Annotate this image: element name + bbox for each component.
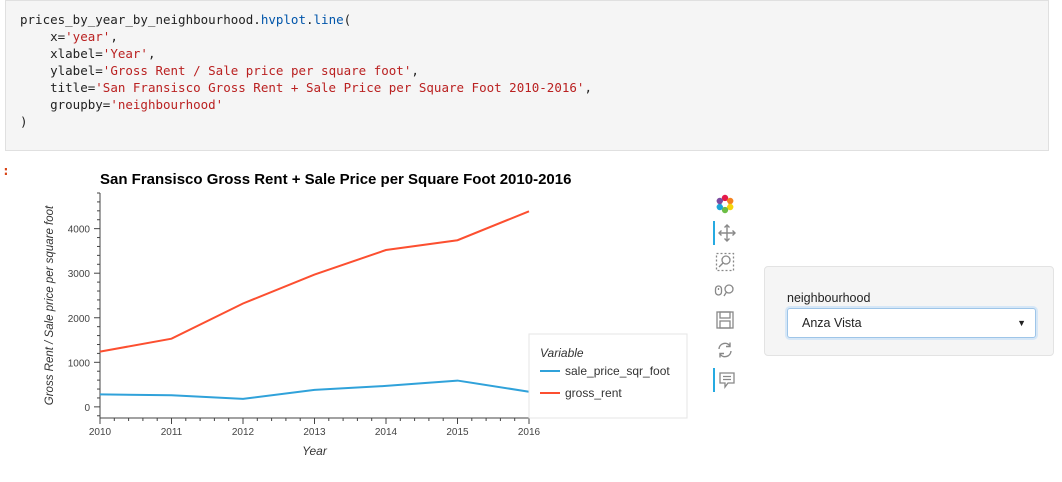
neighbourhood-label: neighbourhood bbox=[787, 291, 871, 305]
hover-icon[interactable] bbox=[713, 368, 739, 392]
x-tick-label: 2011 bbox=[161, 427, 183, 438]
x-tick-label: 2013 bbox=[303, 427, 326, 438]
chevron-down-icon: ▼ bbox=[1017, 318, 1026, 328]
code-cell[interactable]: prices_by_year_by_neighbourhood.hvplot.l… bbox=[5, 0, 1049, 151]
widget-panel: neighbourhood Anza Vista ▼ bbox=[764, 266, 1054, 356]
series-line-gross_rent bbox=[99, 210, 530, 353]
chart-title: San Fransisco Gross Rent + Sale Price pe… bbox=[100, 171, 571, 188]
x-tick-label: 2010 bbox=[89, 427, 112, 438]
code-line: ylabel='Gross Rent / Sale price per squa… bbox=[20, 63, 419, 78]
legend-item-label[interactable]: sale_price_sqr_foot bbox=[565, 364, 670, 378]
y-axis-label: Gross Rent / Sale price per square foot bbox=[44, 205, 56, 405]
selected-neighbourhood: Anza Vista bbox=[802, 316, 862, 330]
y-tick-label: 2000 bbox=[68, 314, 91, 325]
code-line: xlabel='Year', bbox=[20, 46, 156, 61]
x-axis-label: Year bbox=[302, 444, 328, 458]
y-tick-label: 3000 bbox=[68, 269, 91, 280]
x-tick-label: 2012 bbox=[232, 427, 255, 438]
line-chart[interactable]: San Fransisco Gross Rent + Sale Price pe… bbox=[0, 160, 700, 470]
x-tick-label: 2016 bbox=[518, 427, 541, 438]
code-editor[interactable]: prices_by_year_by_neighbourhood.hvplot.l… bbox=[6, 1, 1048, 130]
legend-title: Variable bbox=[540, 346, 584, 360]
pan-icon[interactable] bbox=[713, 221, 739, 245]
output-prompt: : bbox=[2, 164, 10, 179]
x-tick-label: 2015 bbox=[446, 427, 469, 438]
y-tick-label: 0 bbox=[84, 403, 90, 414]
legend-item-label[interactable]: gross_rent bbox=[565, 386, 622, 400]
x-tick-label: 2014 bbox=[375, 427, 398, 438]
code-line: x='year', bbox=[20, 29, 118, 44]
code-line: ) bbox=[20, 114, 28, 129]
code-line: title='San Fransisco Gross Rent + Sale P… bbox=[20, 80, 592, 95]
code-line: groupby='neighbourhood' bbox=[20, 97, 224, 112]
plot-toolbar bbox=[705, 188, 739, 408]
wheel-zoom-icon[interactable] bbox=[713, 279, 737, 303]
y-tick-label: 1000 bbox=[68, 358, 91, 369]
y-tick-label: 4000 bbox=[68, 225, 91, 236]
series-line-sale_price_sqr_foot bbox=[99, 379, 530, 400]
box-zoom-icon[interactable] bbox=[713, 250, 737, 274]
reset-icon[interactable] bbox=[713, 338, 737, 362]
legend-box bbox=[528, 333, 688, 419]
code-line: prices_by_year_by_neighbourhood.hvplot.l… bbox=[20, 12, 352, 27]
neighbourhood-select[interactable]: Anza Vista ▼ bbox=[787, 308, 1036, 338]
save-icon[interactable] bbox=[713, 308, 737, 332]
bokeh-logo-icon[interactable] bbox=[713, 192, 737, 216]
